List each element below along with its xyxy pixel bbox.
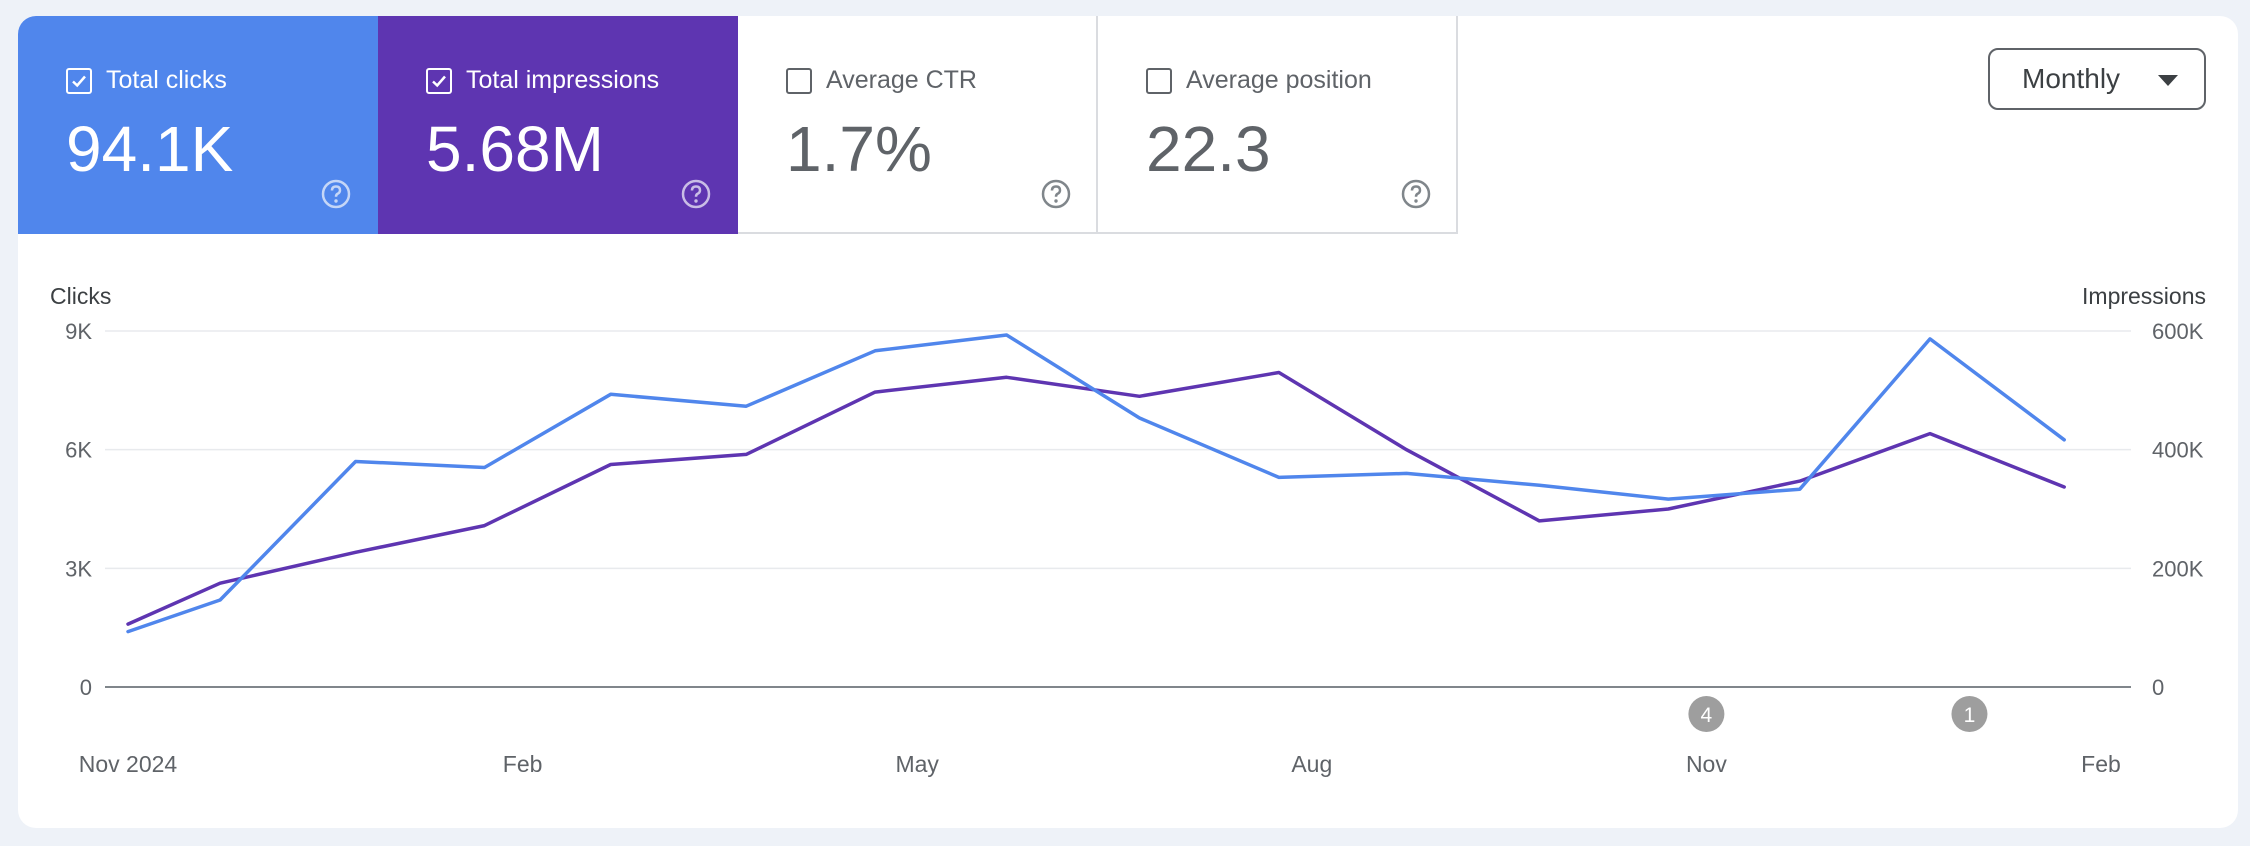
- annotation-label: 1: [1964, 704, 1976, 727]
- annotation-marker: [1688, 696, 1725, 732]
- metric-value: 94.1K: [66, 113, 234, 185]
- metric-value: 22.3: [1146, 113, 1271, 185]
- metric-value: 5.68M: [426, 113, 604, 185]
- x-tick-label: Nov 2024: [79, 751, 178, 777]
- x-tick-label: May: [895, 751, 939, 777]
- y-tick-left: 6K: [65, 438, 92, 463]
- y-tick-left: 3K: [65, 556, 92, 581]
- metric-tiles: Total clicks 94.1K Total impressions 5.6…: [18, 16, 1458, 234]
- y-tick-right: 0: [2152, 675, 2164, 700]
- total-impressions-checkbox[interactable]: [426, 67, 452, 94]
- performance-card: Total clicks 94.1K Total impressions 5.6…: [18, 16, 2238, 828]
- check-icon: [72, 75, 86, 87]
- help-circle-icon[interactable]: [680, 178, 712, 210]
- metric-tile-total-impressions[interactable]: Total impressions 5.68M: [378, 16, 738, 234]
- x-tick-label: Feb: [2081, 751, 2121, 777]
- help-circle-icon[interactable]: [320, 178, 352, 210]
- y-tick-right: 400K: [2152, 438, 2204, 463]
- metric-tile-average-position[interactable]: Average position 22.3: [1098, 16, 1458, 234]
- metric-tile-average-ctr[interactable]: Average CTR 1.7%: [738, 16, 1098, 234]
- y-axis-left-title: Clicks: [50, 283, 111, 309]
- metric-label: Total clicks: [106, 66, 227, 94]
- y-tick-right: 200K: [2152, 556, 2204, 581]
- help-circle-icon[interactable]: [1400, 178, 1432, 210]
- average-ctr-checkbox[interactable]: [786, 67, 812, 94]
- annotation-label: 4: [1701, 704, 1713, 727]
- average-position-checkbox[interactable]: [1146, 67, 1172, 94]
- series-line-total-clicks: [126, 333, 2066, 634]
- x-tick-label: Feb: [503, 751, 543, 777]
- check-icon: [432, 75, 446, 87]
- y-axis-right-title: Impressions: [2082, 283, 2206, 309]
- annotation-marker: [1951, 696, 1988, 732]
- total-clicks-checkbox[interactable]: [66, 67, 92, 94]
- y-tick-left: 9K: [65, 319, 92, 344]
- caret-down-icon: [2158, 75, 2178, 86]
- x-tick-label: Aug: [1291, 751, 1332, 777]
- metric-label: Total impressions: [466, 66, 660, 94]
- y-tick-right: 600K: [2152, 319, 2204, 344]
- x-tick-label: Nov: [1686, 751, 1727, 777]
- metric-tile-total-clicks[interactable]: Total clicks 94.1K: [18, 16, 378, 234]
- y-tick-left: 0: [80, 675, 92, 700]
- help-circle-icon[interactable]: [1040, 178, 1072, 210]
- metric-value: 1.7%: [786, 113, 932, 185]
- metric-label: Average position: [1186, 66, 1372, 94]
- period-select-value: Monthly: [2022, 63, 2121, 94]
- metric-label: Average CTR: [826, 66, 977, 94]
- series-line-total-impressions: [126, 370, 2066, 626]
- performance-chart: Clicks Impressions 9K 600K 6K 400K 3K 200K 0 0 Nov…: [50, 283, 2206, 777]
- period-select[interactable]: Monthly: [1988, 48, 2206, 110]
